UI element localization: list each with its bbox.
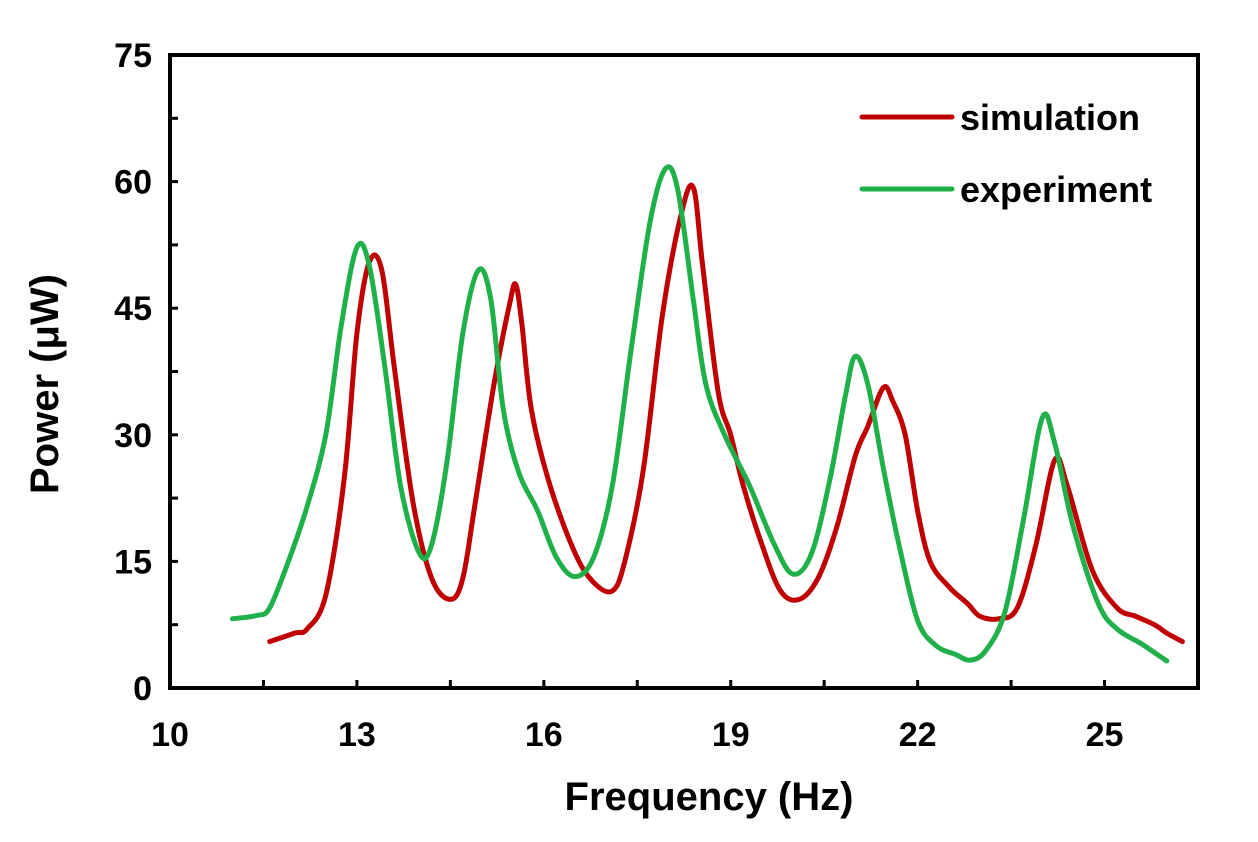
- y-axis-ticks: 0 15 30 45 60 75: [114, 37, 178, 708]
- y-tick-label-60: 60: [114, 164, 152, 202]
- legend: simulation experiment: [859, 97, 1152, 210]
- legend-label-experiment: experiment: [960, 169, 1152, 210]
- x-tick-label-19: 19: [712, 716, 750, 754]
- y-tick-label-45: 45: [114, 290, 152, 328]
- y-tick-label-30: 30: [114, 417, 152, 455]
- x-axis-title: Frequency (Hz): [565, 775, 854, 819]
- y-tick-label-0: 0: [133, 670, 152, 708]
- x-tick-label-22: 22: [899, 716, 937, 754]
- y-tick-label-15: 15: [114, 543, 152, 581]
- y-axis-title: Power (μW): [23, 274, 67, 494]
- y-tick-label-75: 75: [114, 37, 152, 75]
- x-tick-label-10: 10: [151, 716, 189, 754]
- x-tick-label-13: 13: [338, 716, 376, 754]
- x-axis-ticks: 10 13 16 19 22 25: [151, 680, 1123, 754]
- x-tick-label-16: 16: [525, 716, 563, 754]
- x-tick-label-25: 25: [1086, 716, 1124, 754]
- series-layer: [229, 164, 1185, 664]
- series-line-experiment: [229, 164, 1170, 664]
- legend-label-simulation: simulation: [960, 97, 1140, 138]
